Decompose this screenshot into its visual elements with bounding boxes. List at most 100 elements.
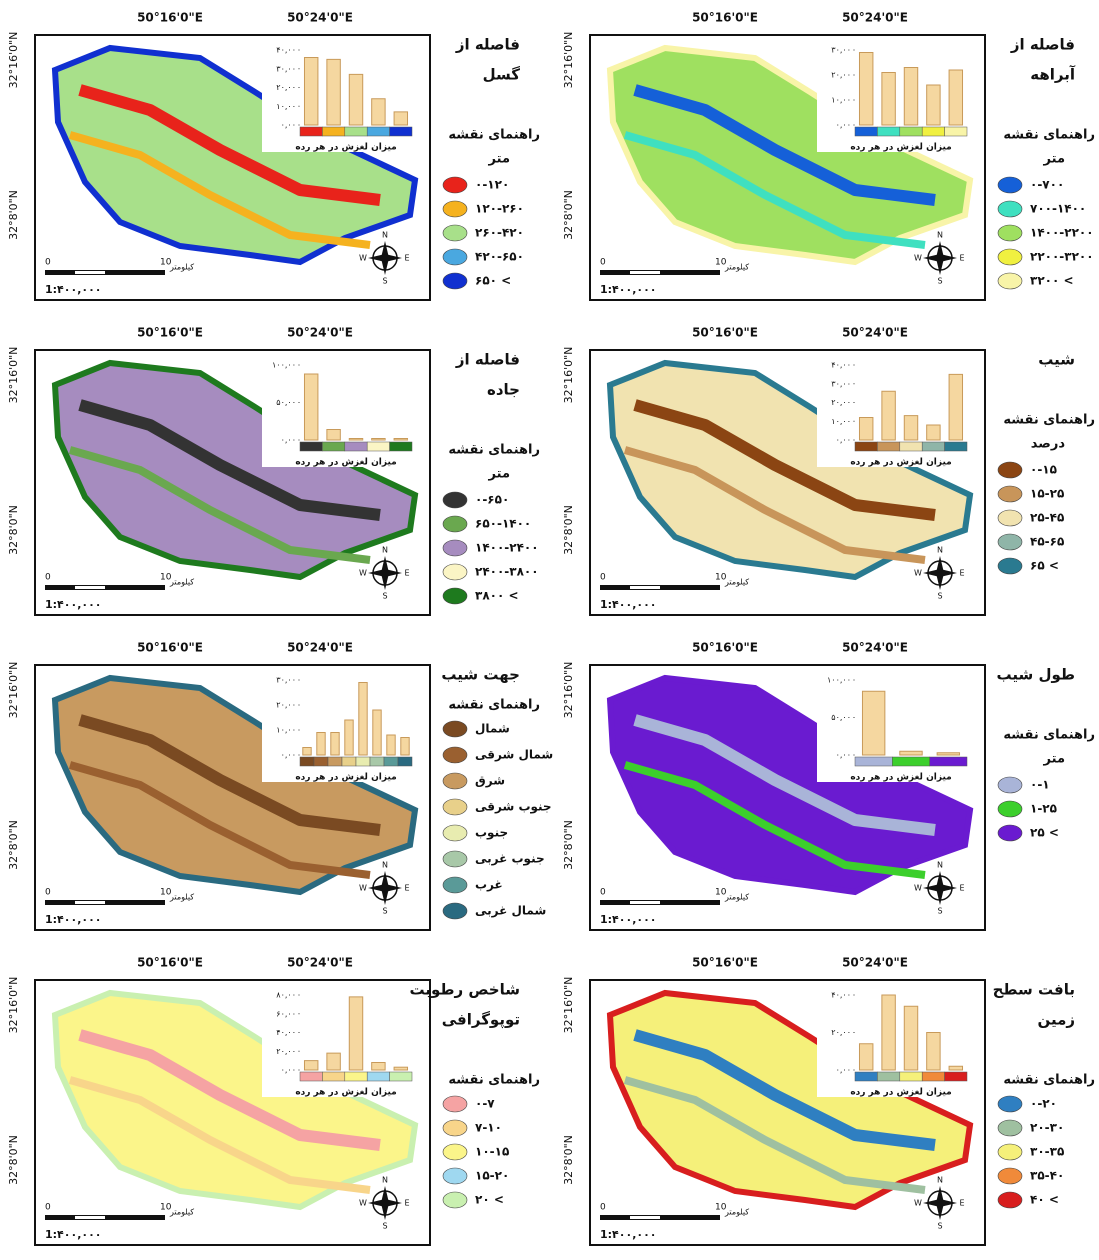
longitude-label: 50°24'0"E bbox=[287, 11, 353, 25]
compass-letter: W bbox=[359, 884, 367, 893]
legend-swatch bbox=[443, 1144, 467, 1160]
inset-bar bbox=[304, 1061, 317, 1070]
inset-class-swatch bbox=[300, 442, 322, 451]
inset-y-tick-label: ۲۰,۰۰ bbox=[276, 701, 296, 710]
legend-label: ۳۸۰۰ < bbox=[475, 589, 519, 603]
latitude-label: 32°8'0"N bbox=[562, 820, 575, 870]
legend-label: جنوب شرقی bbox=[475, 800, 552, 815]
legend-swatch bbox=[443, 773, 467, 789]
latitude-label: 32°8'0"N bbox=[562, 190, 575, 240]
compass-letter: W bbox=[914, 884, 922, 893]
longitude-label: 50°16'0"E bbox=[137, 641, 203, 655]
legend-swatch bbox=[998, 249, 1022, 265]
inset-class-swatch bbox=[877, 442, 899, 451]
compass-letter: E bbox=[959, 254, 964, 263]
scale-unit: کیلومتر bbox=[724, 893, 749, 902]
legend-swatch bbox=[998, 1096, 1022, 1112]
scale-tick: 0 bbox=[45, 258, 51, 268]
legend-label: ۴۰ < bbox=[1030, 1193, 1059, 1207]
legend-label: ۱۴۰۰-۲۲۰۰ bbox=[1030, 226, 1094, 240]
compass-letter: E bbox=[404, 884, 409, 893]
compass-letter: N bbox=[382, 1176, 388, 1185]
inset-class-swatch bbox=[390, 1072, 412, 1081]
longitude-label: 50°16'0"E bbox=[137, 956, 203, 970]
inset-bar bbox=[394, 112, 407, 125]
inset-bar bbox=[937, 753, 959, 755]
inset-y-tick-label: ۱۰,۰۰ bbox=[831, 417, 851, 426]
scale-bar-segment bbox=[75, 271, 105, 274]
inset-bar bbox=[927, 1033, 940, 1071]
scale-bar-segment bbox=[75, 1216, 105, 1219]
longitude-label: 50°24'0"E bbox=[842, 956, 908, 970]
inset-bar bbox=[900, 751, 922, 755]
legend-label: ۷۰۰-۱۴۰۰ bbox=[1030, 202, 1086, 216]
legend-swatch bbox=[998, 777, 1022, 793]
scale-ratio: 1:۴۰۰,۰۰۰ bbox=[45, 598, 102, 611]
compass-letter: E bbox=[404, 1199, 409, 1208]
legend-label: ۰-۶۵۰ bbox=[475, 493, 509, 507]
legend-label: ۰-۷۰۰ bbox=[1030, 178, 1064, 192]
latitude-label: 32°16'0"N bbox=[7, 662, 20, 719]
legend-label: ۰-۱۵ bbox=[1030, 463, 1057, 477]
scale-unit: کیلومتر bbox=[169, 1208, 194, 1217]
inset-class-swatch bbox=[367, 127, 389, 136]
inset-y-tick-label: ۰,۰۰ bbox=[836, 436, 851, 445]
inset-class-swatch bbox=[356, 757, 370, 766]
inset-y-tick-label: ۱۰,۰۰ bbox=[831, 96, 851, 105]
legend-swatch bbox=[998, 1192, 1022, 1208]
legend-label: ۶۵۰ < bbox=[475, 274, 511, 288]
inset-y-tick-label: ۸۰,۰۰ bbox=[276, 991, 296, 1000]
latitude-label: 32°16'0"N bbox=[7, 977, 20, 1034]
compass-letter: W bbox=[914, 569, 922, 578]
inset-class-swatch bbox=[328, 757, 342, 766]
map-title: گسل bbox=[483, 66, 521, 84]
legend-swatch bbox=[443, 588, 467, 604]
legend-swatch bbox=[998, 1120, 1022, 1136]
inset-class-swatch bbox=[384, 757, 398, 766]
legend-label: ۲۶۰-۴۲۰ bbox=[475, 226, 524, 240]
scale-ratio: 1:۴۰۰,۰۰۰ bbox=[600, 283, 657, 296]
inset-bar bbox=[317, 733, 325, 756]
inset-caption: میزان لغزش در هر رده bbox=[295, 773, 396, 783]
inset-caption: میزان لغزش در هر رده bbox=[850, 773, 951, 783]
legend-title: راهنمای نقشه bbox=[1003, 1073, 1095, 1088]
compass-letter: N bbox=[937, 1176, 943, 1185]
inset-y-tick-label: ۳۰,۰۰ bbox=[831, 379, 851, 388]
inset-class-swatch bbox=[367, 1072, 389, 1081]
legend-swatch bbox=[443, 1192, 467, 1208]
latitude-label: 32°16'0"N bbox=[7, 347, 20, 404]
scale-ratio: 1:۴۰۰,۰۰۰ bbox=[45, 283, 102, 296]
longitude-label: 50°16'0"E bbox=[692, 326, 758, 340]
inset-bar bbox=[859, 418, 872, 441]
inset-class-swatch bbox=[945, 127, 967, 136]
scale-ratio: 1:۴۰۰,۰۰۰ bbox=[45, 913, 102, 926]
legend-unit: متر bbox=[488, 152, 510, 167]
inset-class-swatch bbox=[855, 127, 877, 136]
inset-class-swatch bbox=[322, 1072, 344, 1081]
compass-letter: E bbox=[959, 884, 964, 893]
scale-ratio: 1:۴۰۰,۰۰۰ bbox=[600, 913, 657, 926]
legend-unit: متر bbox=[1043, 752, 1065, 767]
inset-y-tick-label: ۴۰,۰۰ bbox=[831, 991, 851, 1000]
inset-bar bbox=[349, 997, 362, 1070]
legend-title: راهنمای نقشه bbox=[1003, 128, 1095, 143]
inset-bar bbox=[401, 738, 409, 756]
scale-unit: کیلومتر bbox=[724, 1208, 749, 1217]
inset-bar bbox=[859, 1044, 872, 1070]
compass-letter: E bbox=[404, 254, 409, 263]
inset-class-swatch bbox=[945, 1072, 967, 1081]
scale-unit: کیلومتر bbox=[724, 263, 749, 272]
longitude-label: 50°24'0"E bbox=[287, 641, 353, 655]
legend-label: ۱۰-۱۵ bbox=[475, 1145, 509, 1159]
inset-y-tick-label: ۲۰,۰۰ bbox=[276, 1047, 296, 1056]
legend-label: ۴۲۰-۶۵۰ bbox=[475, 250, 524, 264]
inset-y-tick-label: ۶۰,۰۰ bbox=[276, 1009, 296, 1018]
inset-class-swatch bbox=[300, 1072, 322, 1081]
compass-letter: W bbox=[359, 254, 367, 263]
inset-class-swatch bbox=[370, 757, 384, 766]
scale-tick: 0 bbox=[45, 573, 51, 583]
legend-swatch bbox=[443, 249, 467, 265]
scale-bar-segment bbox=[630, 1216, 660, 1219]
inset-bar bbox=[904, 416, 917, 440]
inset-y-tick-label: ۱۰,۰۰ bbox=[276, 726, 296, 735]
